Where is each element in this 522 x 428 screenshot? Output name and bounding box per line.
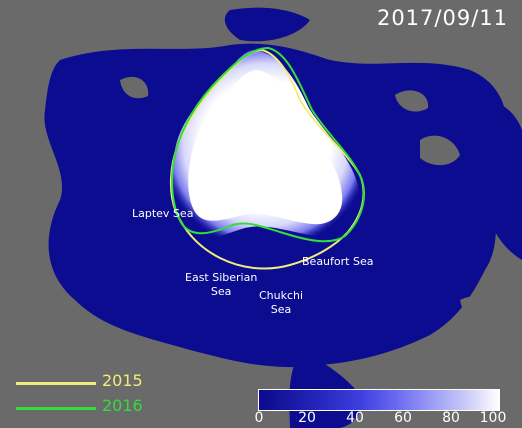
colorbar-tick-0: 0 [254, 410, 264, 426]
laptev-sea-label: Laptev Sea [132, 207, 194, 220]
island-4 [460, 296, 500, 326]
colorbar-tick-100: 100 [479, 410, 507, 426]
ice-edge-2015 [169, 48, 365, 270]
colorbar-tick-20: 20 [298, 410, 316, 426]
island-2 [395, 90, 429, 112]
island-1 [420, 135, 460, 166]
ocean-patch-east [468, 99, 522, 260]
sea-ice-core [188, 70, 343, 225]
colorbar-tick-40: 40 [346, 410, 364, 426]
legend-item-2016: 2016 [16, 396, 156, 418]
colorbar-tick-80: 80 [442, 410, 460, 426]
legend-item-2015: 2015 [16, 371, 156, 393]
ocean-patch-north [224, 7, 310, 42]
legend-swatch-2015 [16, 382, 96, 385]
legend-label-2016: 2016 [102, 396, 143, 415]
ice-edge-2016 [171, 46, 366, 243]
chukchi-sea-label: Chukchi Sea [259, 289, 304, 316]
concentration-colorbar [258, 389, 500, 411]
colorbar-tick-60: 60 [394, 410, 412, 426]
east-siberian-sea-label: East Siberian Sea [185, 271, 258, 298]
date-label: 2017/09/11 [376, 6, 508, 30]
legend-label-2015: 2015 [102, 371, 143, 390]
legend-swatch-2016 [16, 407, 96, 410]
island-3 [120, 76, 149, 99]
beaufort-sea-label: Beaufort Sea [302, 255, 374, 268]
